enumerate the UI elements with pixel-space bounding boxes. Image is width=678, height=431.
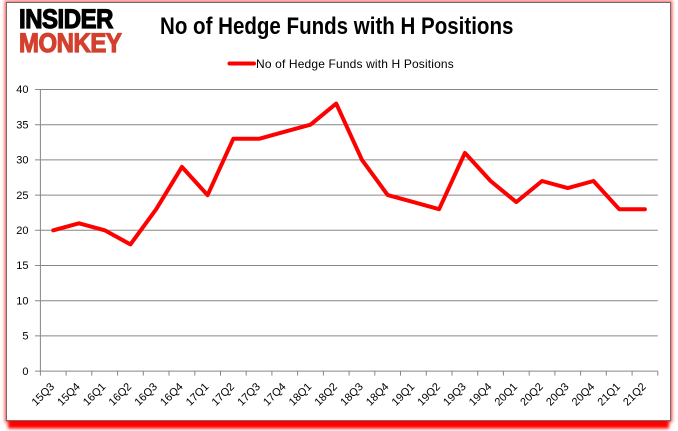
svg-text:16Q2: 16Q2 — [107, 381, 135, 409]
svg-text:18Q2: 18Q2 — [312, 381, 340, 409]
svg-text:15: 15 — [16, 260, 28, 272]
svg-text:20Q3: 20Q3 — [544, 381, 572, 409]
svg-text:21Q2: 21Q2 — [621, 381, 649, 409]
svg-text:16Q1: 16Q1 — [81, 381, 109, 409]
svg-text:21Q1: 21Q1 — [595, 381, 623, 409]
svg-text:16Q3: 16Q3 — [132, 381, 160, 409]
svg-text:40: 40 — [16, 84, 28, 96]
svg-text:5: 5 — [22, 331, 28, 343]
svg-text:17Q3: 17Q3 — [235, 381, 263, 409]
svg-text:20: 20 — [16, 225, 28, 237]
svg-text:25: 25 — [16, 190, 28, 202]
svg-text:17Q2: 17Q2 — [210, 381, 238, 409]
svg-text:30: 30 — [16, 155, 28, 167]
svg-text:20Q2: 20Q2 — [518, 381, 546, 409]
svg-text:18Q1: 18Q1 — [287, 381, 315, 409]
svg-text:20Q4: 20Q4 — [570, 381, 598, 409]
svg-text:16Q4: 16Q4 — [158, 381, 186, 409]
svg-text:15Q4: 15Q4 — [55, 381, 83, 409]
svg-text:18Q3: 18Q3 — [338, 381, 366, 409]
svg-text:0: 0 — [22, 366, 28, 378]
svg-text:19Q3: 19Q3 — [441, 381, 469, 409]
svg-text:20Q1: 20Q1 — [493, 381, 521, 409]
svg-text:17Q4: 17Q4 — [261, 381, 289, 409]
svg-text:19Q1: 19Q1 — [390, 381, 418, 409]
svg-text:19Q4: 19Q4 — [467, 381, 495, 409]
svg-text:17Q1: 17Q1 — [184, 381, 212, 409]
svg-text:15Q3: 15Q3 — [30, 381, 58, 409]
svg-text:18Q4: 18Q4 — [364, 381, 392, 409]
svg-text:10: 10 — [16, 295, 28, 307]
svg-text:19Q2: 19Q2 — [415, 381, 443, 409]
svg-text:35: 35 — [16, 119, 28, 131]
